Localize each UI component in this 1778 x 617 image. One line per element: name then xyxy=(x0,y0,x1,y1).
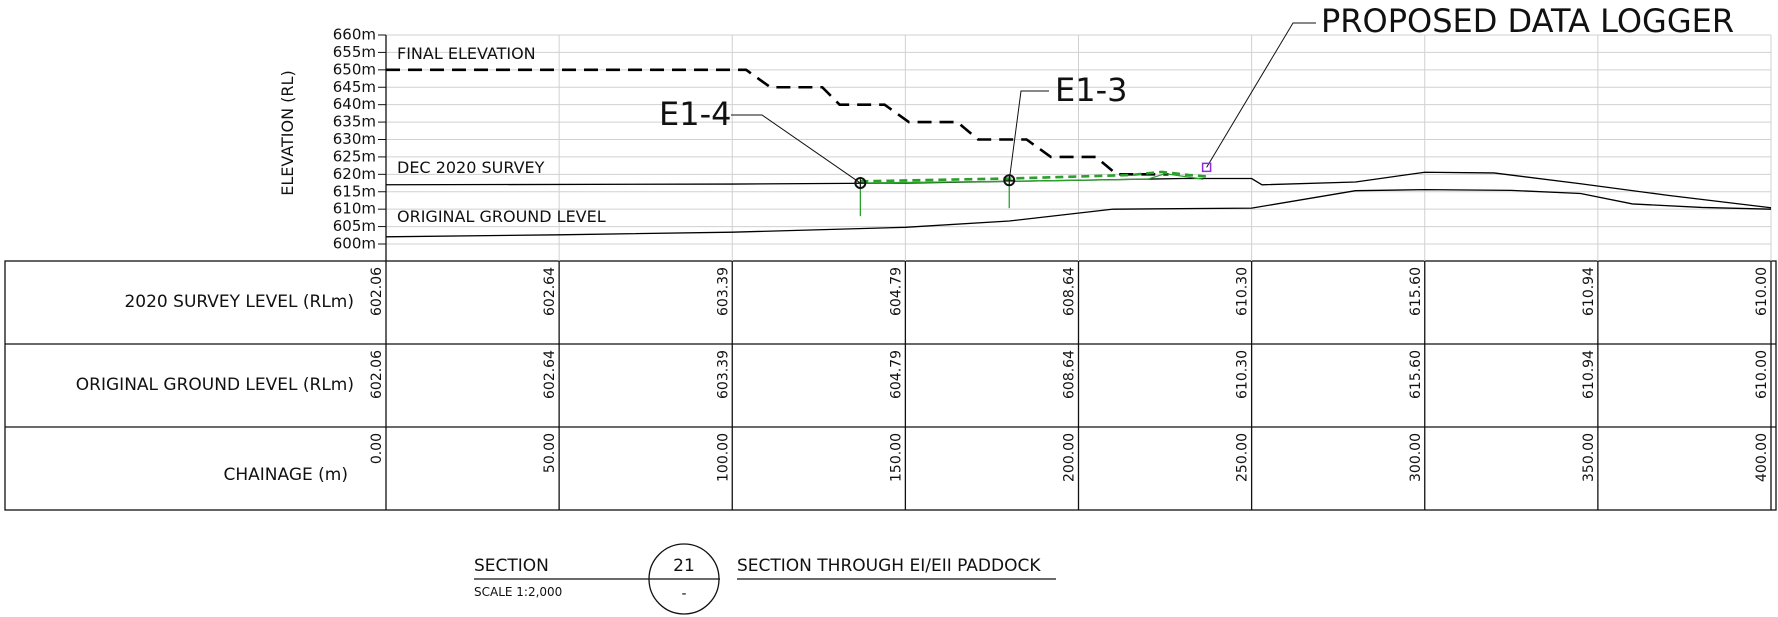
annotation-label: PROPOSED DATA LOGGER xyxy=(1321,2,1734,40)
section-number: 21 xyxy=(673,556,695,576)
level-value: 610.00 xyxy=(1754,267,1770,316)
section-circle xyxy=(648,543,720,615)
level-value: 608.64 xyxy=(1062,267,1078,316)
level-value: 610.94 xyxy=(1581,267,1597,316)
scale-label: SCALE 1:2,000 xyxy=(474,585,562,599)
chainage-value: 200.00 xyxy=(1062,433,1078,482)
leader-line xyxy=(1008,90,1049,181)
chainage-value: 150.00 xyxy=(888,433,904,482)
level-value: 604.79 xyxy=(888,267,904,316)
section-label: SECTION xyxy=(474,556,549,576)
y-tick-label: 655m xyxy=(333,43,376,61)
chainage-value: 250.00 xyxy=(1235,433,1251,482)
y-tick-label: 650m xyxy=(333,60,376,78)
y-tick-label: 630m xyxy=(333,130,376,148)
level-value: 602.06 xyxy=(369,267,385,316)
level-value: 610.94 xyxy=(1581,350,1597,399)
level-value: 603.39 xyxy=(715,267,731,316)
y-tick-label: 635m xyxy=(333,113,376,131)
level-value: 610.00 xyxy=(1754,350,1770,399)
y-tick-label: 640m xyxy=(333,95,376,113)
series-label: DEC 2020 SURVEY xyxy=(397,158,545,177)
series-line xyxy=(860,170,1207,183)
table-frame xyxy=(4,260,1777,511)
marker-cross xyxy=(1004,175,1015,186)
chainage-value: 300.00 xyxy=(1408,433,1424,482)
sheet-number: - xyxy=(681,586,686,602)
series-line xyxy=(860,172,1204,184)
chainage-value: 50.00 xyxy=(542,433,558,473)
logger-marker xyxy=(1201,162,1212,173)
series-label: FINAL ELEVATION xyxy=(397,44,536,63)
level-value: 608.64 xyxy=(1062,350,1078,399)
chainage-value: 350.00 xyxy=(1581,433,1597,482)
leader-line xyxy=(731,114,861,184)
y-tick-label: 645m xyxy=(333,78,376,96)
series-label: ORIGINAL GROUND LEVEL xyxy=(397,207,606,226)
level-value: 615.60 xyxy=(1408,350,1424,399)
series-line xyxy=(385,189,1772,238)
y-tick-label: 660m xyxy=(333,26,376,44)
y-axis-label: ELEVATION (RL) xyxy=(278,70,297,195)
y-tick-label: 610m xyxy=(333,200,376,218)
annotation-label: E1-4 xyxy=(659,95,731,133)
y-tick-label: 600m xyxy=(333,235,376,253)
level-value: 610.30 xyxy=(1235,267,1251,316)
row-label: CHAINAGE (m) xyxy=(224,465,349,485)
section-title: SECTION THROUGH EI/EII PADDOCK xyxy=(737,556,1041,576)
leader-line xyxy=(1206,22,1316,168)
annotation-label: E1-3 xyxy=(1055,71,1127,109)
level-value: 602.64 xyxy=(542,350,558,399)
chainage-value: 400.00 xyxy=(1754,433,1770,482)
marker-cross xyxy=(855,178,866,189)
level-value: 603.39 xyxy=(715,350,731,399)
row-label: ORIGINAL GROUND LEVEL (RLm) xyxy=(76,375,354,395)
level-value: 602.64 xyxy=(542,267,558,316)
level-value: 602.06 xyxy=(369,350,385,399)
chainage-value: 100.00 xyxy=(715,433,731,482)
level-value: 604.79 xyxy=(888,350,904,399)
level-value: 615.60 xyxy=(1408,267,1424,316)
y-tick-label: 615m xyxy=(333,182,376,200)
series-line xyxy=(386,68,1169,176)
y-tick-label: 620m xyxy=(333,165,376,183)
y-tick-label: 625m xyxy=(333,147,376,165)
y-tick-label: 605m xyxy=(333,217,376,235)
row-label: 2020 SURVEY LEVEL (RLm) xyxy=(124,292,354,312)
level-value: 610.30 xyxy=(1235,350,1251,399)
chainage-value: 0.00 xyxy=(369,433,385,464)
